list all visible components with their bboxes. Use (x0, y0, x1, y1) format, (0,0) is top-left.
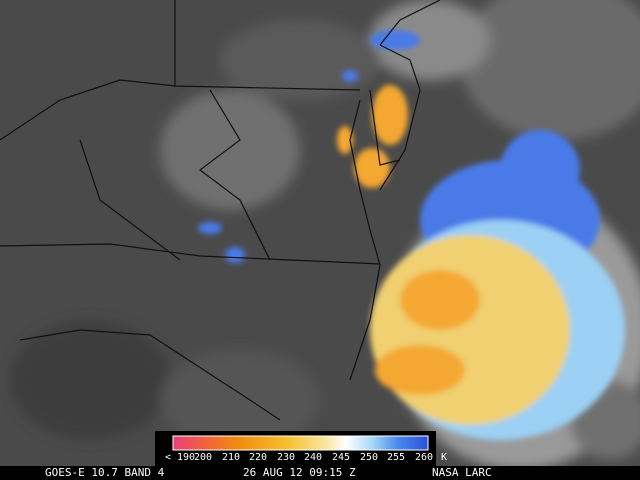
legend-label: < 190 (165, 452, 195, 463)
satellite-label: GOES-E 10.7 BAND 4 (45, 466, 165, 479)
source-label: NASA LARC (432, 466, 492, 479)
time-label: 26 AUG 12 09:15 Z (243, 466, 356, 479)
legend-label: 220 (249, 452, 267, 463)
cold-cloud-tops (198, 30, 625, 440)
footer-bar (0, 466, 640, 480)
borders (0, 0, 441, 421)
legend-label: 210 (222, 452, 240, 463)
legend-label: 260 (415, 452, 433, 463)
legend-label: 245 (332, 452, 350, 463)
legend-label: 200 (194, 452, 212, 463)
color-scale (172, 435, 429, 451)
legend-label: 250 (360, 452, 378, 463)
legend-label: 255 (387, 452, 405, 463)
legend-label: 230 (277, 452, 295, 463)
legend-label: K (441, 452, 447, 463)
legend-label: 240 (304, 452, 322, 463)
